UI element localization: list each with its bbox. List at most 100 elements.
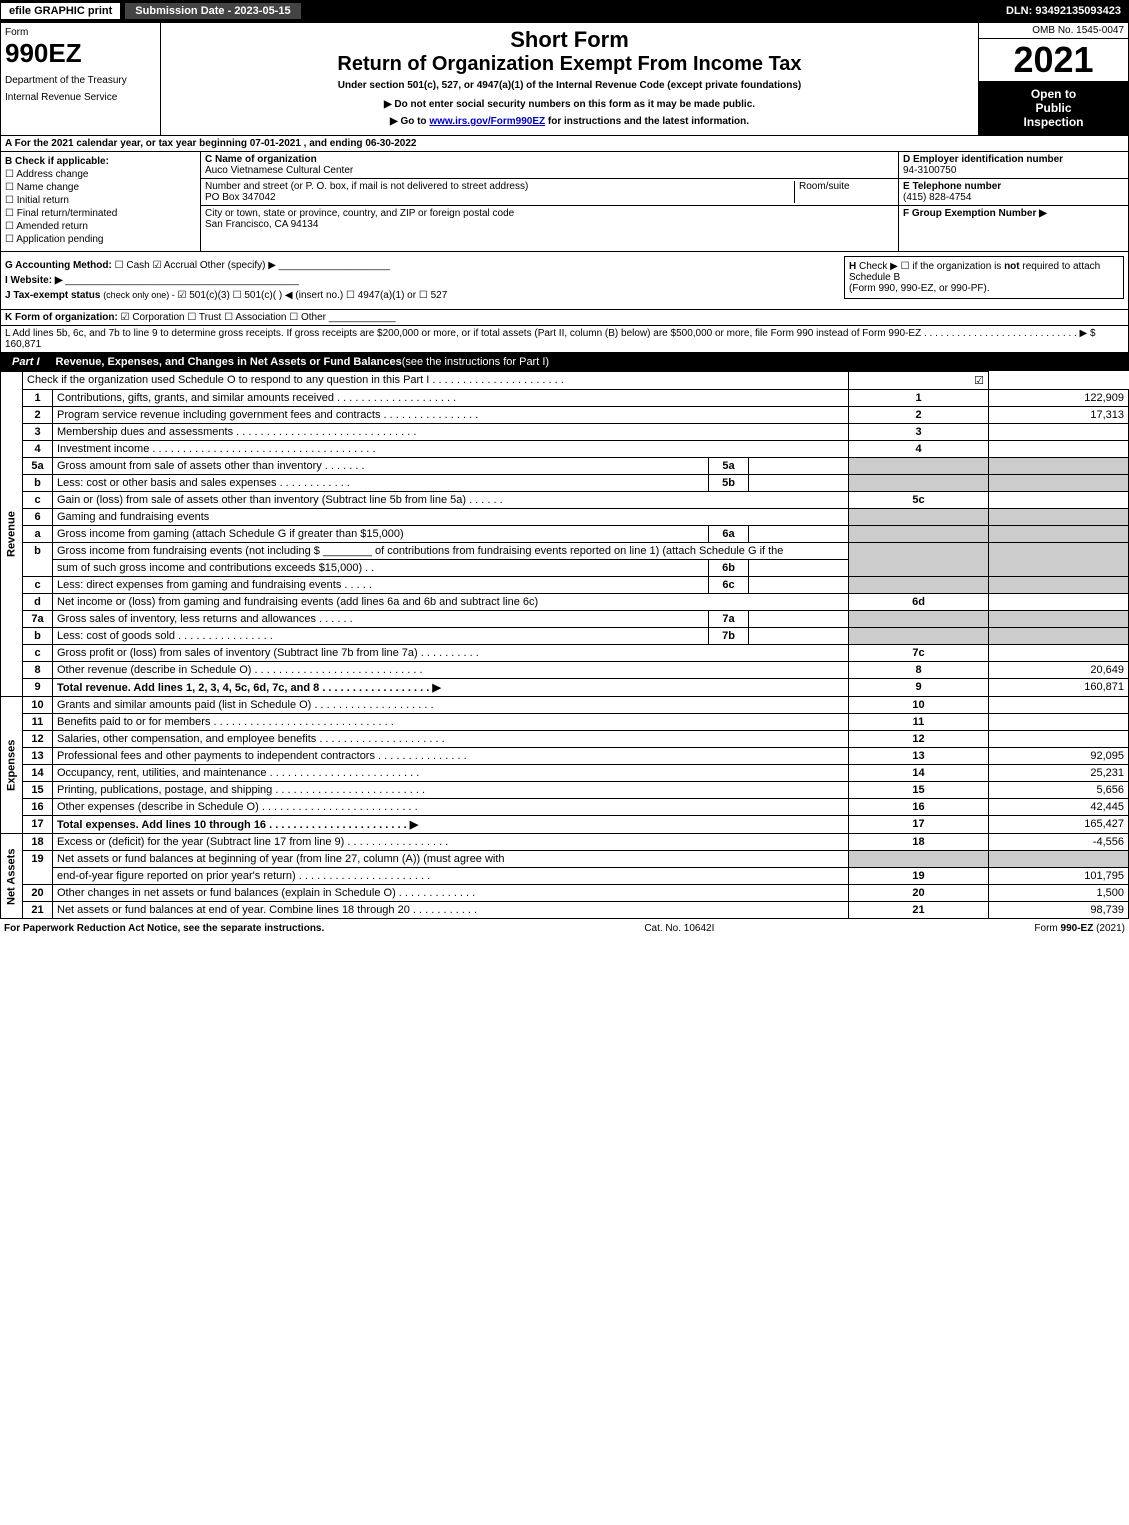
h-label: H xyxy=(849,261,856,272)
part-1-sub: (see the instructions for Part I) xyxy=(402,356,549,368)
g-accrual: Accrual xyxy=(164,260,197,271)
k-trust: Trust xyxy=(199,312,221,323)
side-net-assets: Net Assets xyxy=(1,834,23,919)
row-6b-1: bGross income from fundraising events (n… xyxy=(1,543,1129,560)
chk-name[interactable]: ☐ Name change xyxy=(5,182,196,193)
row-20: 20Other changes in net assets or fund ba… xyxy=(1,885,1129,902)
h-text3: (Form 990, 990-EZ, or 990-PF). xyxy=(849,283,990,294)
section-ghij: H Check ▶ ☐ if the organization is not r… xyxy=(0,252,1129,310)
row-11: 11Benefits paid to or for members . . . … xyxy=(1,714,1129,731)
short-form-title: Short Form xyxy=(165,27,974,53)
row-19b: end-of-year figure reported on prior yea… xyxy=(1,868,1129,885)
omb-number: OMB No. 1545-0047 xyxy=(979,23,1128,39)
dept-irs: Internal Revenue Service xyxy=(5,92,156,103)
l-text: L Add lines 5b, 6c, and 7b to line 9 to … xyxy=(5,328,1096,339)
row-4: 4Investment income . . . . . . . . . . .… xyxy=(1,441,1129,458)
col-b: B Check if applicable: ☐ Address change … xyxy=(1,152,201,251)
row-19a: 19Net assets or fund balances at beginni… xyxy=(1,851,1129,868)
header-right: OMB No. 1545-0047 2021 Open to Public In… xyxy=(978,23,1128,135)
chk-pending[interactable]: ☐ Application pending xyxy=(5,234,196,245)
row-12: 12Salaries, other compensation, and empl… xyxy=(1,731,1129,748)
cell-e: E Telephone number (415) 828-4754 xyxy=(899,179,1128,206)
row-6a: aGross income from gaming (attach Schedu… xyxy=(1,526,1129,543)
col-c: C Name of organization Auco Vietnamese C… xyxy=(201,152,898,251)
row-17: 17Total expenses. Add lines 10 through 1… xyxy=(1,816,1129,834)
goto-pre: ▶ Go to xyxy=(390,116,429,127)
row-16: 16Other expenses (describe in Schedule O… xyxy=(1,799,1129,816)
chk-final[interactable]: ☐ Final return/terminated xyxy=(5,208,196,219)
c-label: C Name of organization xyxy=(205,154,317,165)
g-label: G Accounting Method: xyxy=(5,260,112,271)
goto-notice: ▶ Go to www.irs.gov/Form990EZ for instru… xyxy=(165,116,974,127)
side-expenses: Expenses xyxy=(1,697,23,834)
row-3: 3Membership dues and assessments . . . .… xyxy=(1,424,1129,441)
footer-left: For Paperwork Reduction Act Notice, see … xyxy=(4,923,324,934)
check-row: Revenue Check if the organization used S… xyxy=(1,372,1129,390)
j-label: J Tax-exempt status xyxy=(5,290,100,301)
row-13: 13Professional fees and other payments t… xyxy=(1,748,1129,765)
row-10: Expenses10Grants and similar amounts pai… xyxy=(1,697,1129,714)
row-city: City or town, state or province, country… xyxy=(201,206,898,232)
open-pub-3: Inspection xyxy=(985,115,1122,129)
city-value: San Francisco, CA 94134 xyxy=(205,219,318,230)
form-identity: Form 990EZ Department of the Treasury In… xyxy=(1,23,161,135)
phone-value: (415) 828-4754 xyxy=(903,192,971,203)
goto-post: for instructions and the latest informat… xyxy=(545,116,749,127)
j-sub: (check only one) - xyxy=(103,290,175,300)
dln-number: DLN: 93492135093423 xyxy=(1006,5,1129,17)
part-1-title: Revenue, Expenses, and Changes in Net As… xyxy=(56,356,402,368)
part-1-label: Part I xyxy=(6,355,46,369)
k-label: K Form of organization: xyxy=(5,312,118,323)
k-corp: Corporation xyxy=(132,312,184,323)
section-bcdef: B Check if applicable: ☐ Address change … xyxy=(0,152,1129,252)
dept-treasury: Department of the Treasury xyxy=(5,75,156,86)
efile-print-button[interactable]: efile GRAPHIC print xyxy=(0,2,121,20)
chk-initial[interactable]: ☐ Initial return xyxy=(5,195,196,206)
d-label: D Employer identification number xyxy=(903,154,1063,165)
room-label: Room/suite xyxy=(799,181,850,192)
row-7c: cGross profit or (loss) from sales of in… xyxy=(1,645,1129,662)
e-label: E Telephone number xyxy=(903,181,1001,192)
chk-address[interactable]: ☐ Address change xyxy=(5,169,196,180)
row-14: 14Occupancy, rent, utilities, and mainte… xyxy=(1,765,1129,782)
row-5c: cGain or (loss) from sale of assets othe… xyxy=(1,492,1129,509)
row-6c: cLess: direct expenses from gaming and f… xyxy=(1,577,1129,594)
side-revenue: Revenue xyxy=(1,372,23,697)
row-7a: 7aGross sales of inventory, less returns… xyxy=(1,611,1129,628)
irs-link[interactable]: www.irs.gov/Form990EZ xyxy=(429,116,545,127)
line-a-text: A For the 2021 calendar year, or tax yea… xyxy=(5,138,416,149)
top-bar: efile GRAPHIC print Submission Date - 20… xyxy=(0,0,1129,22)
form-number: 990EZ xyxy=(5,38,156,69)
open-pub-1: Open to xyxy=(985,87,1122,101)
h-not: not xyxy=(1004,261,1020,272)
line-k: K Form of organization: ☑ Corporation ☐ … xyxy=(0,310,1129,326)
open-public: Open to Public Inspection xyxy=(979,81,1128,135)
row-1: 1Contributions, gifts, grants, and simil… xyxy=(1,390,1129,407)
check-text: Check if the organization used Schedule … xyxy=(23,372,849,390)
j-501c: 501(c)( ) ◀ (insert no.) xyxy=(244,290,343,301)
k-other: Other xyxy=(301,312,326,323)
footer-cat: Cat. No. 10642I xyxy=(644,923,714,934)
h-note: H Check ▶ ☐ if the organization is not r… xyxy=(844,256,1124,299)
form-label: Form xyxy=(5,27,156,38)
street-value: PO Box 347042 xyxy=(205,192,276,203)
part-1-table: Revenue Check if the organization used S… xyxy=(0,371,1129,919)
row-8: 8Other revenue (describe in Schedule O) … xyxy=(1,662,1129,679)
street-label: Number and street (or P. O. box, if mail… xyxy=(205,181,528,192)
col-def: D Employer identification number 94-3100… xyxy=(898,152,1128,251)
form-header: Form 990EZ Department of the Treasury In… xyxy=(0,22,1129,136)
chk-amended[interactable]: ☐ Amended return xyxy=(5,221,196,232)
org-name: Auco Vietnamese Cultural Center xyxy=(205,165,353,176)
row-15: 15Printing, publications, postage, and s… xyxy=(1,782,1129,799)
f-label: F Group Exemption Number ▶ xyxy=(903,208,1047,219)
footer: For Paperwork Reduction Act Notice, see … xyxy=(0,919,1129,938)
line-a: A For the 2021 calendar year, or tax yea… xyxy=(0,136,1129,152)
h-text1: Check ▶ ☐ if the organization is xyxy=(859,261,1004,272)
j-501c3: 501(c)(3) xyxy=(189,290,230,301)
row-2: 2Program service revenue including gover… xyxy=(1,407,1129,424)
submission-date: Submission Date - 2023-05-15 xyxy=(125,3,300,19)
check-box[interactable]: ☑ xyxy=(849,372,989,390)
row-9: 9Total revenue. Add lines 1, 2, 3, 4, 5c… xyxy=(1,679,1129,697)
row-6d: dNet income or (loss) from gaming and fu… xyxy=(1,594,1129,611)
l-amount: 160,871 xyxy=(5,339,41,350)
